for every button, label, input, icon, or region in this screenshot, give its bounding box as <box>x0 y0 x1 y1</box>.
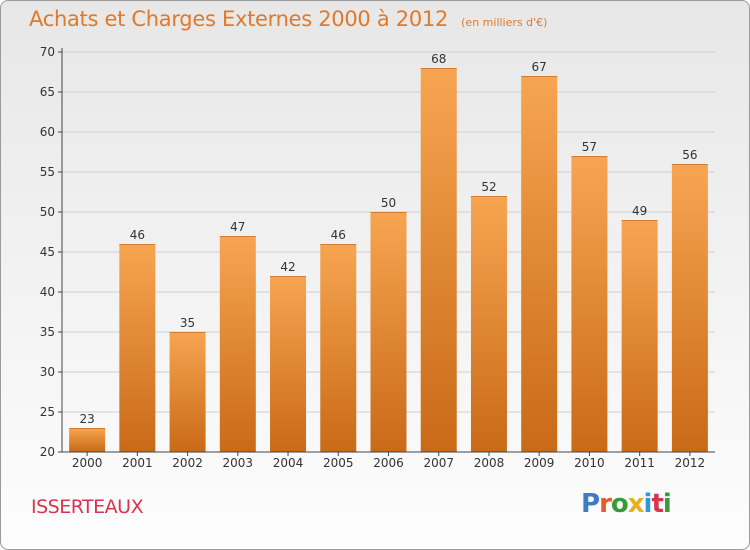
logo-letter: t <box>651 489 663 519</box>
x-tick-label-2012: 2012 <box>675 456 706 470</box>
logo-letter: r <box>599 489 612 519</box>
x-tick-label-2006: 2006 <box>373 456 404 470</box>
value-label-2011: 49 <box>632 204 647 218</box>
x-tick-label-2002: 2002 <box>172 456 203 470</box>
bar-top-edge <box>320 244 357 245</box>
bar-top-edge <box>571 156 608 157</box>
bar-top-edge <box>671 164 708 165</box>
y-tick-label: 60 <box>40 125 55 139</box>
bar-top-edge <box>270 276 307 277</box>
chart-unit-note: (en milliers d'€) <box>461 16 548 29</box>
bar-2000 <box>69 428 106 452</box>
value-label-2010: 57 <box>582 140 597 154</box>
value-label-2008: 52 <box>481 180 496 194</box>
value-label-2007: 68 <box>431 52 446 66</box>
bar-2002 <box>169 332 206 452</box>
value-label-2000: 23 <box>79 412 94 426</box>
y-tick-label: 20 <box>40 445 55 459</box>
y-tick-label: 25 <box>40 405 55 419</box>
bar-2011 <box>621 220 658 452</box>
place-name: ISSERTEAUX <box>31 496 144 518</box>
proxiti-logo: Proxiti <box>581 489 672 519</box>
bar-top-edge <box>119 244 156 245</box>
bar-2004 <box>270 276 307 452</box>
bar-2007 <box>420 68 457 452</box>
bar-2008 <box>470 196 507 452</box>
x-tick-label-2010: 2010 <box>574 456 605 470</box>
x-tick-label-2008: 2008 <box>474 456 505 470</box>
labels-layer: 23 46 35 47 42 46 50 68 52 67 57 49 56 <box>79 52 697 426</box>
y-tick-label: 45 <box>40 245 55 259</box>
bar-2006 <box>370 212 407 452</box>
y-tick-label: 35 <box>40 325 55 339</box>
bar-top-edge <box>470 196 507 197</box>
y-tick-label: 65 <box>40 85 55 99</box>
y-tick-label: 30 <box>40 365 55 379</box>
bar-top-edge <box>521 76 558 77</box>
y-tick-label: 40 <box>40 285 55 299</box>
y-tick-label: 70 <box>40 45 55 59</box>
x-tick-label-2009: 2009 <box>524 456 555 470</box>
bar-top-edge <box>219 236 256 237</box>
bar-2010 <box>571 156 608 452</box>
bar-2005 <box>320 244 357 452</box>
x-tick-label-2007: 2007 <box>423 456 454 470</box>
value-label-2004: 42 <box>280 260 295 274</box>
bar-top-edge <box>69 428 106 429</box>
logo-letter: i <box>662 489 672 519</box>
x-tick-label-2000: 2000 <box>72 456 103 470</box>
x-tick-label-2001: 2001 <box>122 456 153 470</box>
bar-top-edge <box>169 332 206 333</box>
value-label-2002: 35 <box>180 316 195 330</box>
chart-title: Achats et Charges Externes 2000 à 2012 <box>29 7 449 31</box>
bar-top-edge <box>420 68 457 69</box>
bar-top-edge <box>621 220 658 221</box>
value-label-2009: 67 <box>532 60 547 74</box>
chart-title-block: Achats et Charges Externes 2000 à 2012 (… <box>29 7 547 31</box>
bar-2012 <box>671 164 708 452</box>
bar-2009 <box>521 76 558 452</box>
x-tick-label-2005: 2005 <box>323 456 354 470</box>
logo-letter: x <box>627 489 645 519</box>
y-tick-label: 55 <box>40 165 55 179</box>
value-label-2001: 46 <box>130 228 145 242</box>
axis-layer: 20 25 30 35 40 45 50 55 60 65 70 2000 2001 2002 2003 20… <box>40 45 715 470</box>
logo-letter: i <box>643 489 653 519</box>
logo-letter: o <box>610 489 629 519</box>
bar-2001 <box>119 244 156 452</box>
bars-layer <box>69 68 708 452</box>
x-tick-label-2011: 2011 <box>624 456 655 470</box>
y-tick-label: 50 <box>40 205 55 219</box>
value-label-2003: 47 <box>230 220 245 234</box>
bar-2003 <box>219 236 256 452</box>
value-label-2005: 46 <box>331 228 346 242</box>
bar-top-edge <box>370 212 407 213</box>
logo-letter: P <box>581 489 600 519</box>
value-label-2006: 50 <box>381 196 396 210</box>
x-tick-label-2004: 2004 <box>273 456 304 470</box>
value-label-2012: 56 <box>682 148 697 162</box>
x-tick-label-2003: 2003 <box>223 456 254 470</box>
